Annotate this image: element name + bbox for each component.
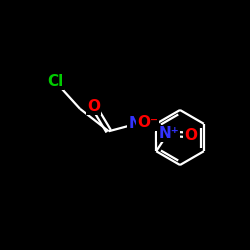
Text: N⁺: N⁺	[158, 126, 179, 141]
Text: Cl: Cl	[47, 74, 63, 89]
Text: O: O	[87, 99, 100, 114]
Text: NH: NH	[128, 116, 154, 131]
Text: O: O	[185, 128, 198, 142]
Text: O⁻: O⁻	[137, 115, 158, 130]
